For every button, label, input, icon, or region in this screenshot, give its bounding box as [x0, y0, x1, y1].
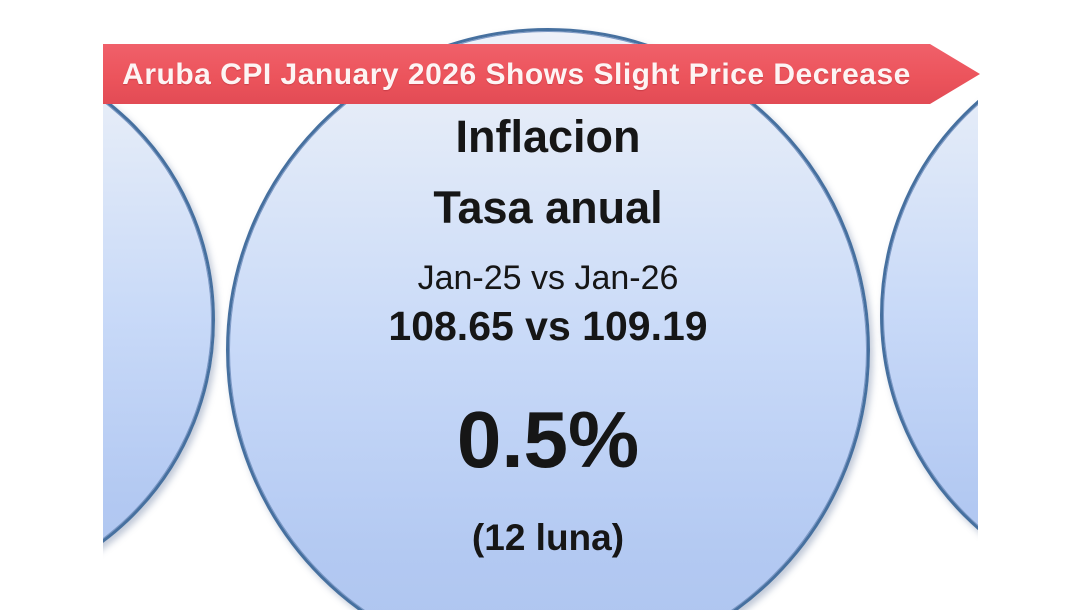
- annual-inflation-rate: 0.5%: [456, 395, 640, 484]
- period-note: (12 luna): [471, 517, 625, 558]
- left-partial-circle-decoration: [103, 42, 215, 598]
- cpi-index-values: 108.65 vs 109.19: [388, 303, 708, 349]
- circle-title-line2: Tasa anual: [433, 182, 663, 233]
- right-partial-circle-decoration: [880, 30, 978, 600]
- period-comparison-label: Jan-25 vs Jan-26: [417, 259, 679, 297]
- circle-title-line1: Inflacion: [455, 111, 641, 162]
- inflation-circle: [226, 28, 870, 610]
- inflation-circle-text: Inflacion Tasa anual Jan-25 vs Jan-26 10…: [226, 0, 870, 610]
- headline-banner-arrow: Aruba CPI January 2026 Shows Slight Pric…: [103, 44, 980, 104]
- headline-text: Aruba CPI January 2026 Shows Slight Pric…: [122, 57, 911, 91]
